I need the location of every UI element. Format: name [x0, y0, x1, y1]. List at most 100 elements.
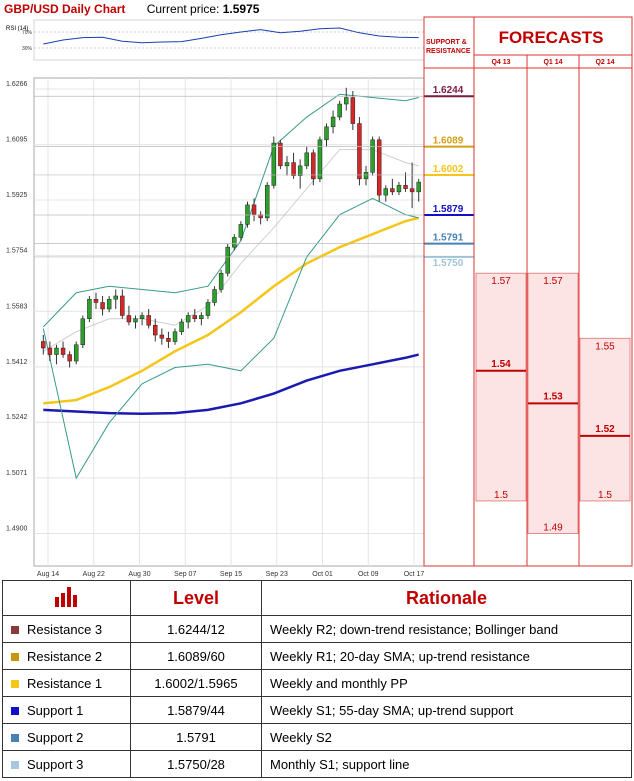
y-tick-label: 1.5754: [6, 248, 28, 255]
rationale-header: Rationale: [261, 580, 632, 616]
level-value-cell: 1.6089/60: [130, 642, 262, 670]
rsi-label: RSI (14): [6, 26, 28, 32]
level-color-swatch: [11, 734, 19, 743]
level-name-cell: Support 3: [2, 750, 131, 778]
rationale-cell: Monthly S1; support line: [261, 750, 632, 778]
plot-frame: [33, 77, 425, 567]
rsi-frame: [33, 19, 425, 61]
level-name: Resistance 1: [27, 675, 103, 691]
y-tick-label: 1.5242: [6, 414, 28, 421]
level-name: Resistance 2: [27, 648, 103, 664]
sr-label-1: SUPPORT &: [426, 39, 467, 46]
candle-body: [179, 321, 184, 333]
table-icon-cell: [2, 580, 131, 616]
sr-label-2: RESISTANCE: [426, 48, 471, 55]
y-tick-label: 1.4900: [6, 525, 28, 532]
candle-body: [41, 341, 46, 349]
y-tick-label: 1.6266: [6, 81, 28, 88]
chart-area: RSI (14) SUPPORT & RESISTANCE FORECASTS …: [6, 16, 633, 578]
candle-body: [205, 302, 211, 316]
rationale-cell: Weekly S1; 55-day SMA; up-trend support: [261, 696, 632, 724]
overlay-line-4: [42, 197, 419, 480]
table-row: Support 3 1.5750/28 Monthly S1; support li…: [2, 750, 632, 778]
candle-body: [100, 302, 105, 310]
y-tick-label: 1.5412: [6, 359, 28, 366]
rationale-cell: Weekly S2: [261, 723, 632, 751]
level-name-cell: Support 1: [2, 696, 131, 724]
candle-body: [113, 295, 118, 300]
candle-body: [383, 188, 389, 196]
level-label: 1.5791: [433, 233, 464, 244]
candle-body: [166, 338, 171, 342]
level-value-cell: 1.5791: [130, 723, 262, 751]
candle-body: [80, 318, 86, 346]
rationale-cell: Weekly R1; 20-day SMA; up-trend resistan…: [261, 642, 632, 670]
candle-body: [291, 162, 296, 176]
level-value-cell: 1.6002/1.5965: [130, 669, 262, 697]
candle-body: [139, 315, 145, 319]
forecast-high-label: 1.57: [491, 276, 511, 287]
candle-body: [185, 315, 191, 323]
candle-body: [212, 289, 217, 303]
candle-body: [311, 152, 316, 180]
candle-body: [390, 188, 395, 193]
y-tick-label: 1.5925: [6, 192, 28, 199]
level-label: 1.5879: [433, 204, 464, 215]
rsi-tick-label: 30%: [22, 46, 33, 52]
level-name-cell: Support 2: [2, 723, 131, 751]
rsi-line: [43, 27, 419, 45]
table-row: Support 1 1.5879/44 Weekly S1; 55-day SMA;…: [2, 696, 632, 724]
level-name: Support 1: [27, 702, 84, 718]
candle-body: [133, 318, 138, 323]
candle-body: [47, 347, 53, 355]
candle-body: [153, 325, 158, 336]
candle-body: [350, 97, 356, 124]
level-name: Support 3: [27, 756, 84, 772]
candle-body: [317, 139, 323, 180]
candle-body: [126, 315, 132, 323]
candle-body: [271, 142, 277, 186]
forecast-low-label: 1.5: [494, 490, 508, 501]
candle-body: [218, 272, 224, 290]
x-tick-label: Oct 17: [404, 571, 425, 578]
candle-body: [396, 185, 402, 193]
candle-body: [232, 237, 237, 248]
candle-body: [67, 354, 72, 362]
level-label: 1.6089: [433, 136, 464, 147]
candle-body: [172, 331, 178, 342]
x-tick-label: Aug 22: [83, 571, 105, 578]
current-price-value: 1.5975: [222, 2, 260, 16]
candle-body: [330, 116, 336, 128]
forecast-low-label: 1.5: [598, 490, 612, 501]
y-tick-label: 1.5071: [6, 470, 28, 477]
candle-body: [199, 315, 204, 319]
level-color-swatch: [11, 653, 19, 662]
candle-body: [60, 347, 66, 355]
table-row: Support 2 1.5791 Weekly S2: [2, 723, 632, 751]
chart-header: GBP/USD Daily Chart Current price: 1.597…: [4, 2, 259, 16]
x-tick-label: Sep 15: [220, 571, 242, 578]
x-tick-label: Aug 14: [37, 571, 59, 578]
candle-body: [297, 165, 303, 176]
table-row: Resistance 1 1.6002/1.5965 Weekly and mont…: [2, 669, 632, 697]
forecast-column-label: Q1 14: [543, 59, 562, 66]
candle-body: [192, 315, 198, 319]
overlay-line-2: [43, 353, 420, 415]
forecast-frame: [423, 16, 633, 567]
forecasts-title: FORECASTS: [499, 28, 604, 47]
rationale-cell: Weekly R2; down-trend resistance; Bollin…: [261, 615, 632, 643]
level-label: 1.6002: [433, 164, 464, 175]
x-tick-label: Sep 23: [266, 571, 288, 578]
candle-body: [416, 181, 421, 193]
forecast-high-label: 1.55: [595, 341, 615, 352]
rationale-cell: Weekly and monthly PP: [261, 669, 632, 697]
candle-body: [363, 172, 369, 180]
bar-chart-icon: [54, 586, 77, 607]
candle-body: [409, 188, 415, 193]
candle-body: [73, 344, 79, 362]
chart-title: GBP/USD Daily Chart: [4, 2, 126, 16]
candle-body: [238, 224, 244, 238]
candle-body: [344, 97, 349, 105]
level-name-cell: Resistance 1: [2, 669, 131, 697]
candle-body: [264, 185, 270, 219]
